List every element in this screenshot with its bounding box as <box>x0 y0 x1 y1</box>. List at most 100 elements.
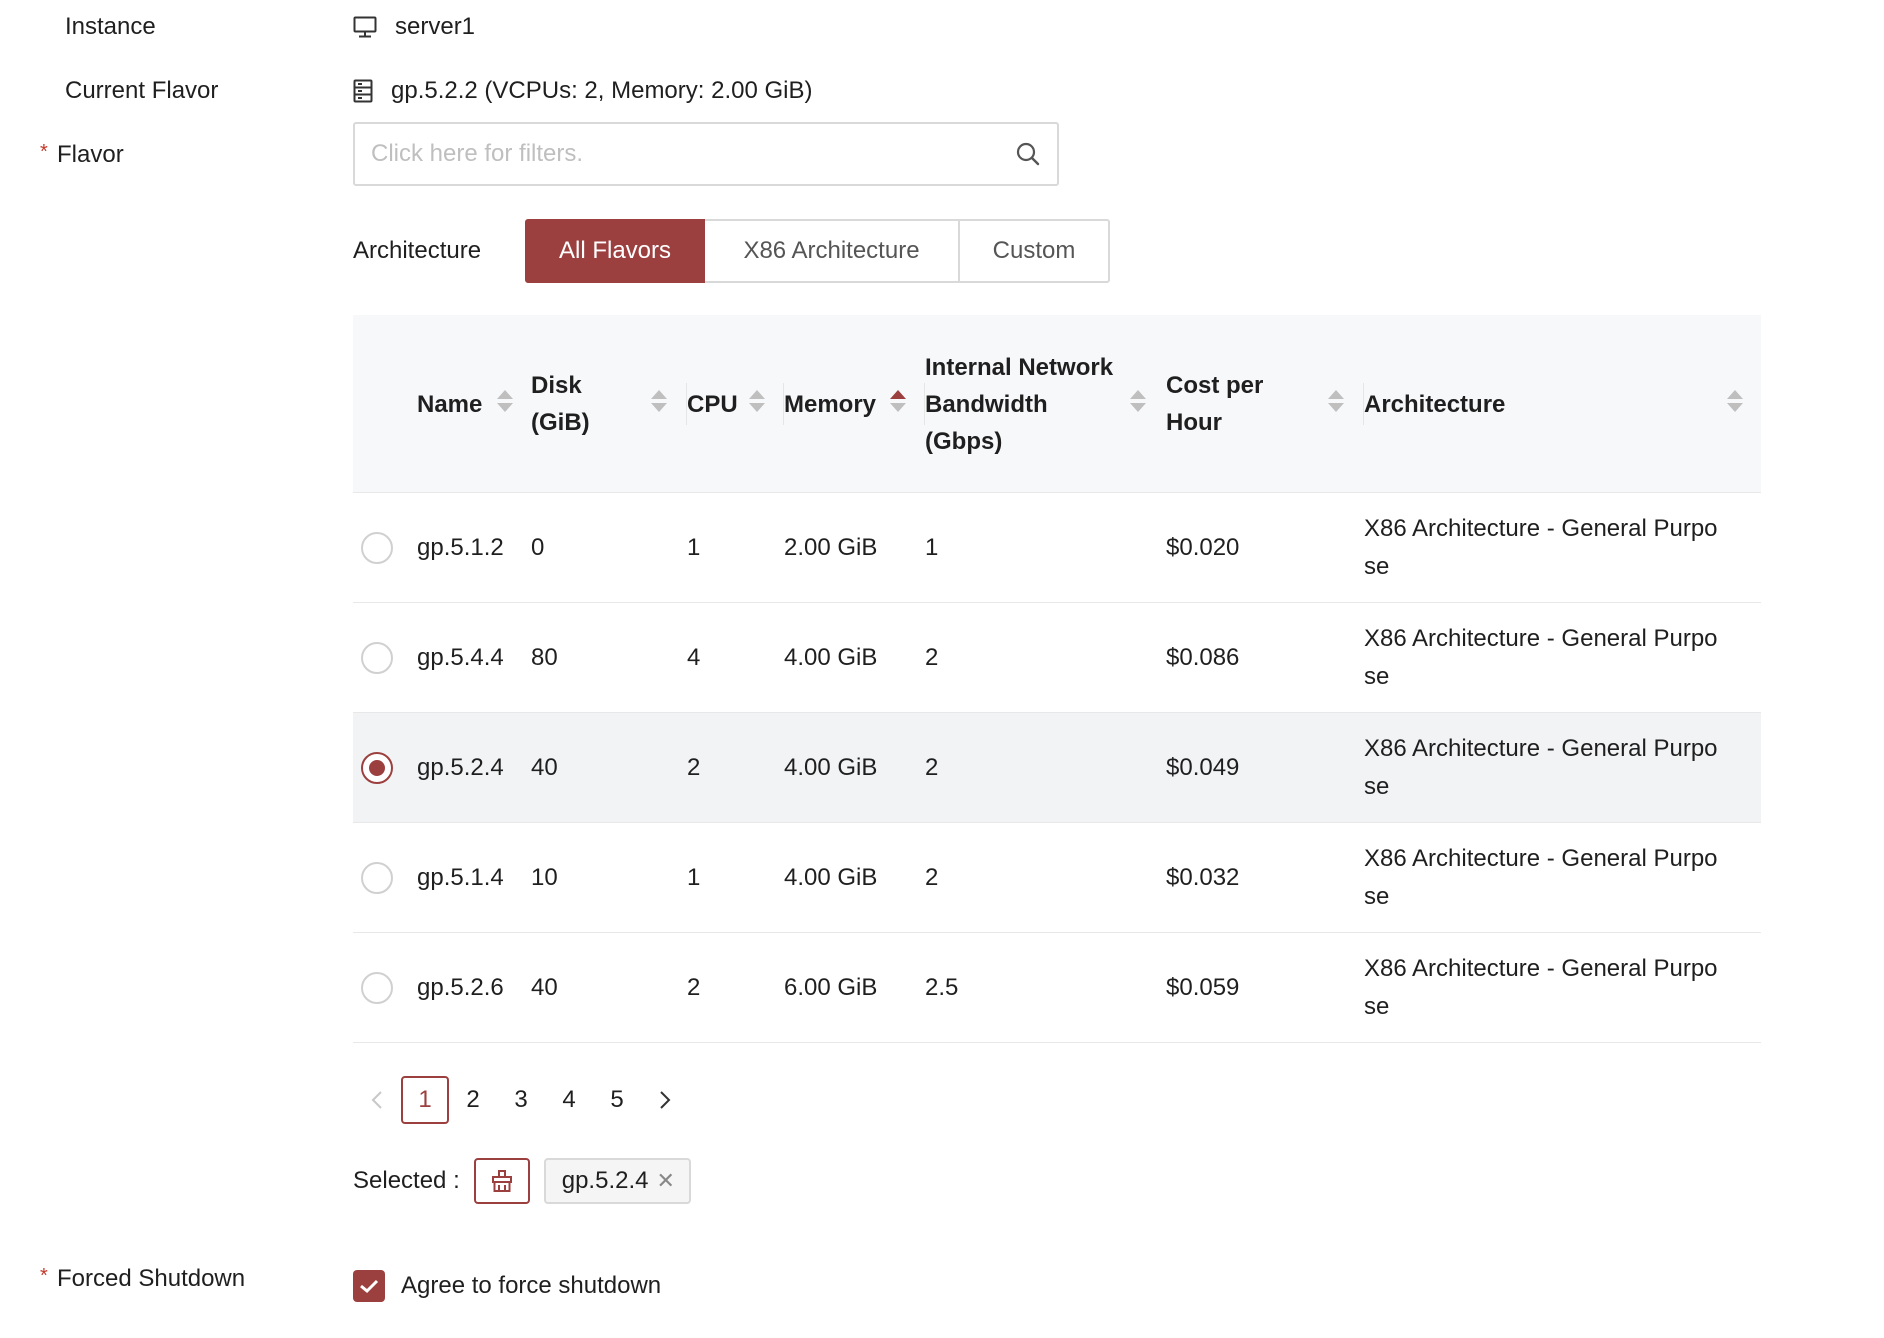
column-header-cost[interactable]: Cost per Hour <box>1166 315 1263 493</box>
sort-icon[interactable] <box>1328 390 1344 412</box>
table-row[interactable]: gp.5.4.4 80 4 4.00 GiB 2 $0.086 X86 Arch… <box>353 603 1761 713</box>
close-icon[interactable]: ✕ <box>656 1168 675 1193</box>
clear-selection-icon <box>490 1169 514 1193</box>
forced-shutdown-option[interactable]: Agree to force shutdown <box>353 1270 661 1302</box>
search-icon[interactable] <box>1015 141 1041 167</box>
forced-shutdown-checkbox-label: Agree to force shutdown <box>401 1272 662 1299</box>
cell-cpu: 1 <box>687 534 701 561</box>
flavor-required-mark: * <box>40 141 48 163</box>
cell-cost: $0.032 <box>1166 864 1240 891</box>
cell-name: gp.5.4.4 <box>417 644 504 671</box>
pagination: 1 2 3 4 5 <box>353 1076 689 1124</box>
sort-icon[interactable] <box>651 390 667 412</box>
sort-icon[interactable] <box>1727 390 1743 412</box>
flavor-filter-input[interactable] <box>371 140 1015 168</box>
row-radio[interactable] <box>361 862 393 894</box>
column-header-disk-line1: Disk <box>531 372 582 399</box>
architecture-option-all-flavors[interactable]: All Flavors <box>525 219 705 283</box>
sort-icon[interactable] <box>749 390 765 412</box>
architecture-label: Architecture <box>353 237 482 264</box>
cell-architecture-line2: se <box>1364 553 1390 580</box>
cell-architecture-line2: se <box>1364 663 1390 690</box>
cell-architecture-line1: X86 Architecture - General Purpo <box>1364 625 1718 652</box>
pagination-page-3[interactable]: 3 <box>514 1086 528 1113</box>
selected-summary: Selected : gp.5.2.4 ✕ <box>353 1158 691 1204</box>
column-header-cpu[interactable]: CPU <box>687 315 765 493</box>
architecture-option-custom[interactable]: Custom <box>958 219 1110 283</box>
column-header-disk[interactable]: Disk (GiB) <box>531 315 590 493</box>
instance-label: Instance <box>65 13 156 40</box>
sort-icon[interactable] <box>1130 390 1146 412</box>
cell-disk: 10 <box>531 864 558 891</box>
server-icon <box>353 79 373 103</box>
cell-architecture-line2: se <box>1364 773 1390 800</box>
cell-cost: $0.020 <box>1166 534 1240 561</box>
column-header-architecture[interactable]: Architecture <box>1364 315 1505 493</box>
row-radio[interactable] <box>361 532 393 564</box>
cell-name: gp.5.1.4 <box>417 864 504 891</box>
cell-memory: 4.00 GiB <box>784 644 878 671</box>
clear-selection-button[interactable] <box>473 1158 530 1204</box>
architecture-segmented-control: All Flavors X86 Architecture Custom <box>525 219 1110 283</box>
pagination-page-5[interactable]: 5 <box>610 1086 624 1113</box>
architecture-option-x86[interactable]: X86 Architecture <box>703 219 960 283</box>
chevron-left-icon[interactable] <box>370 1089 384 1111</box>
forced-shutdown-checkbox[interactable] <box>353 1270 385 1302</box>
chevron-right-icon[interactable] <box>658 1089 672 1111</box>
column-header-memory[interactable]: Memory <box>784 315 906 493</box>
table-row-selected[interactable]: gp.5.2.4 40 2 4.00 GiB 2 $0.049 X86 Arch… <box>353 713 1761 823</box>
cell-cpu: 4 <box>687 644 701 671</box>
monitor-icon <box>353 16 377 38</box>
pagination-page-2[interactable]: 2 <box>466 1086 480 1113</box>
instance-value: server1 <box>395 13 476 40</box>
table-row[interactable]: gp.5.1.4 10 1 4.00 GiB 2 $0.032 X86 Arch… <box>353 823 1761 933</box>
table-row[interactable]: gp.5.2.6 40 2 6.00 GiB 2.5 $0.059 X86 Ar… <box>353 933 1761 1043</box>
column-header-bandwidth-line3: (Gbps) <box>925 427 1003 455</box>
pagination-page-1[interactable]: 1 <box>401 1076 449 1124</box>
cell-memory: 4.00 GiB <box>784 864 878 891</box>
column-header-name[interactable]: Name <box>417 315 513 493</box>
row-radio-checked[interactable] <box>361 752 393 784</box>
current-flavor-value-row: gp.5.2.2 (VCPUs: 2, Memory: 2.00 GiB) <box>353 76 813 106</box>
column-header-bandwidth-line1: Internal Network <box>925 353 1114 381</box>
cell-cost: $0.049 <box>1166 754 1240 781</box>
column-header-disk-line2: (GiB) <box>531 409 590 436</box>
column-header-architecture-label: Architecture <box>1364 390 1506 418</box>
pagination-prev[interactable] <box>353 1076 401 1124</box>
table-header: Name Disk (GiB) CPU Memory Internal Netw… <box>353 315 1761 493</box>
selected-label: Selected : <box>353 1167 460 1194</box>
table-row[interactable]: gp.5.1.2 0 1 2.00 GiB 1 $0.020 X86 Archi… <box>353 493 1761 603</box>
cell-memory: 6.00 GiB <box>784 974 878 1001</box>
flavor-filter-box[interactable] <box>353 122 1059 186</box>
cell-architecture-line2: se <box>1364 883 1390 910</box>
cell-architecture-line1: X86 Architecture - General Purpo <box>1364 845 1718 872</box>
cell-disk: 40 <box>531 754 558 781</box>
cell-architecture: X86 Architecture - General Purpo se <box>1364 603 1764 713</box>
pagination-page-4[interactable]: 4 <box>562 1086 576 1113</box>
sort-icon[interactable] <box>497 390 513 412</box>
cell-disk: 40 <box>531 974 558 1001</box>
cell-name: gp.5.2.6 <box>417 974 504 1001</box>
cell-architecture: X86 Architecture - General Purpo se <box>1364 823 1764 933</box>
pagination-next[interactable] <box>641 1076 689 1124</box>
cell-architecture: X86 Architecture - General Purpo se <box>1364 933 1764 1043</box>
column-header-memory-label: Memory <box>784 390 877 418</box>
cell-architecture-line1: X86 Architecture - General Purpo <box>1364 515 1718 542</box>
column-header-bandwidth-line2: Bandwidth <box>925 390 1048 418</box>
cell-memory: 4.00 GiB <box>784 754 878 781</box>
cell-bandwidth: 2 <box>925 754 939 781</box>
cell-bandwidth: 1 <box>925 534 939 561</box>
cell-name: gp.5.1.2 <box>417 534 504 561</box>
column-header-cost-line1: Cost per <box>1166 372 1264 399</box>
column-header-name-label: Name <box>417 390 483 418</box>
row-radio[interactable] <box>361 972 393 1004</box>
cell-disk: 0 <box>531 534 545 561</box>
column-header-cost-line2: Hour <box>1166 409 1222 436</box>
row-radio[interactable] <box>361 642 393 674</box>
column-header-bandwidth[interactable]: Internal Network Bandwidth (Gbps) <box>925 315 1113 493</box>
cell-cpu: 2 <box>687 754 701 781</box>
cell-cpu: 2 <box>687 974 701 1001</box>
cell-architecture-line1: X86 Architecture - General Purpo <box>1364 735 1718 762</box>
sort-ascending-icon[interactable] <box>890 390 906 412</box>
